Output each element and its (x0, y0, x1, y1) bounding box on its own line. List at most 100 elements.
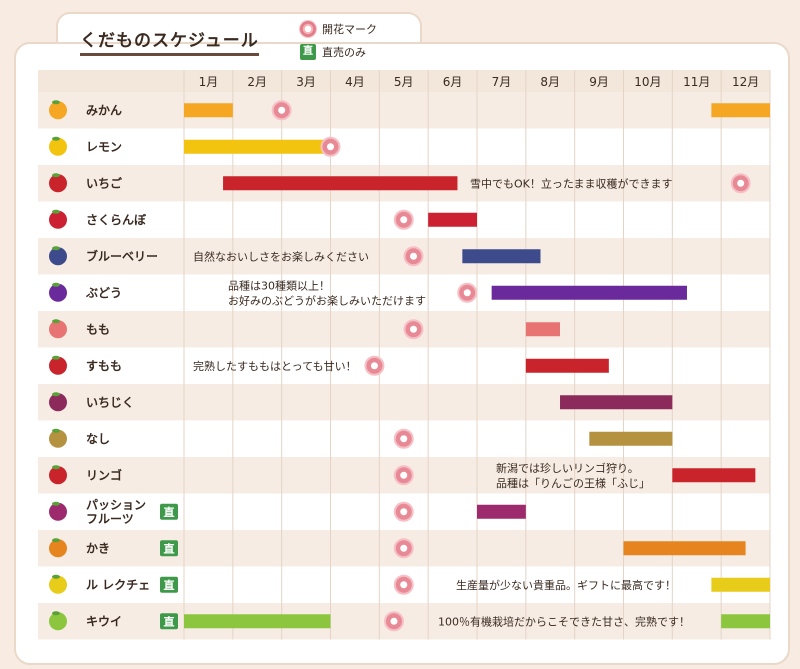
direct-badge-text: 直 (164, 541, 175, 555)
fruit-icon (49, 210, 67, 229)
fruit-icon (49, 539, 67, 558)
fruit-name: キウイ (86, 614, 122, 628)
bloom-center (278, 106, 286, 114)
harvest-bar (428, 212, 477, 227)
fruit-icon (49, 466, 67, 485)
fruit-icon (49, 393, 67, 412)
month-label: 1月 (199, 75, 219, 89)
legend-direct: 直 直売のみ (300, 44, 366, 60)
month-label: 6月 (443, 75, 463, 89)
fruit-name: いちじく (86, 395, 134, 409)
harvest-bar (184, 139, 331, 154)
fruit-name: みかん (86, 103, 122, 117)
fruit-note: お好みのぶどうがお楽しみいただけます (228, 293, 426, 307)
harvest-bar (491, 285, 687, 300)
month-header (38, 70, 770, 92)
fruit-note: 雪中でもOK！立ったまま収穫ができます (470, 176, 673, 190)
month-label: 7月 (492, 75, 512, 89)
harvest-bar (721, 614, 770, 629)
bloom-center (400, 581, 408, 589)
harvest-bar (711, 103, 770, 118)
row-band (38, 347, 770, 384)
direct-badge-text: 直 (164, 614, 175, 628)
direct-sale-icon: 直 (300, 44, 316, 60)
harvest-bar (589, 431, 673, 446)
month-label: 11月 (683, 75, 710, 89)
bloom-center (400, 508, 408, 516)
harvest-bar (184, 103, 233, 118)
fruit-leaf-icon (52, 465, 60, 470)
month-label: 10月 (634, 75, 661, 89)
fruit-leaf-icon (52, 501, 60, 506)
row-band (38, 92, 770, 129)
fruit-name: もも (86, 322, 110, 336)
fruit-icon (49, 356, 67, 375)
fruit-name: レモン (86, 140, 122, 154)
row-band (38, 128, 770, 165)
fruit-note: 品種は「りんごの王様「ふじ」 (496, 476, 650, 490)
fruit-leaf-icon (52, 392, 60, 397)
fruit-note: 新潟では珍しいリンゴ狩り。 (496, 461, 639, 475)
fruit-leaf-icon (52, 100, 60, 105)
fruit-leaf-icon (52, 538, 60, 543)
fruit-name: いちご (86, 175, 123, 190)
bloom-center (410, 252, 418, 260)
harvest-bar (711, 577, 770, 592)
fruit-leaf-icon (52, 319, 60, 324)
legend-bloom-label: 開花マーク (322, 23, 377, 36)
harvest-bar (477, 504, 526, 519)
month-label: 5月 (394, 75, 414, 89)
fruit-icon (49, 137, 67, 156)
bloom-center (737, 179, 745, 187)
fruit-leaf-icon (52, 428, 60, 433)
fruit-leaf-icon (52, 574, 60, 579)
month-label: 9月 (589, 75, 609, 89)
fruit-note: 自然なおいしさをお楽しみください (193, 249, 369, 263)
bloom-center (370, 362, 378, 370)
harvest-bar (672, 468, 756, 483)
bloom-center (327, 143, 334, 151)
fruit-name: すもも (86, 359, 122, 373)
bloom-center (463, 289, 471, 297)
fruit-name: ブルーベリー (86, 248, 158, 263)
fruit-icon (49, 283, 67, 302)
harvest-bar (184, 614, 331, 629)
direct-badge (160, 503, 178, 520)
fruit-icon (49, 502, 67, 521)
fruit-icon (49, 429, 67, 448)
flower-icon (300, 21, 316, 37)
fruit-icon (49, 575, 67, 594)
harvest-bar (462, 249, 541, 264)
bloom-center (400, 471, 408, 479)
fruit-icon (49, 174, 67, 193)
month-label: 4月 (345, 75, 365, 89)
fruit-name: リンゴ (86, 467, 122, 482)
fruit-icon (49, 320, 67, 339)
harvest-bar (623, 541, 746, 556)
bloom-center (400, 435, 408, 443)
harvest-bar (223, 176, 458, 191)
fruit-icon (49, 612, 67, 631)
fruit-name: パッション (86, 498, 146, 512)
direct-badge-text: 直 (164, 505, 175, 519)
fruit-note: 完熟したすももはとっても甘い！ (193, 359, 357, 373)
bloom-center (400, 216, 408, 224)
direct-badge-text: 直 (164, 578, 175, 592)
bloom-center (390, 617, 398, 625)
month-label: 2月 (247, 75, 267, 89)
harvest-bar (525, 358, 609, 373)
bloom-center (410, 325, 418, 333)
direct-badge (160, 576, 178, 593)
fruit-leaf-icon (52, 611, 60, 616)
month-label: 12月 (732, 75, 759, 89)
month-label: 3月 (296, 75, 316, 89)
harvest-bar (525, 322, 561, 337)
fruit-icon (49, 247, 67, 266)
direct-badge (160, 540, 178, 557)
fruit-leaf-icon (52, 136, 60, 141)
fruit-leaf-icon (52, 246, 60, 251)
legend-direct-label: 直売のみ (322, 46, 366, 59)
fruit-icon (49, 101, 67, 120)
fruit-name: ぶどう (85, 286, 122, 300)
direct-badge (160, 613, 178, 630)
